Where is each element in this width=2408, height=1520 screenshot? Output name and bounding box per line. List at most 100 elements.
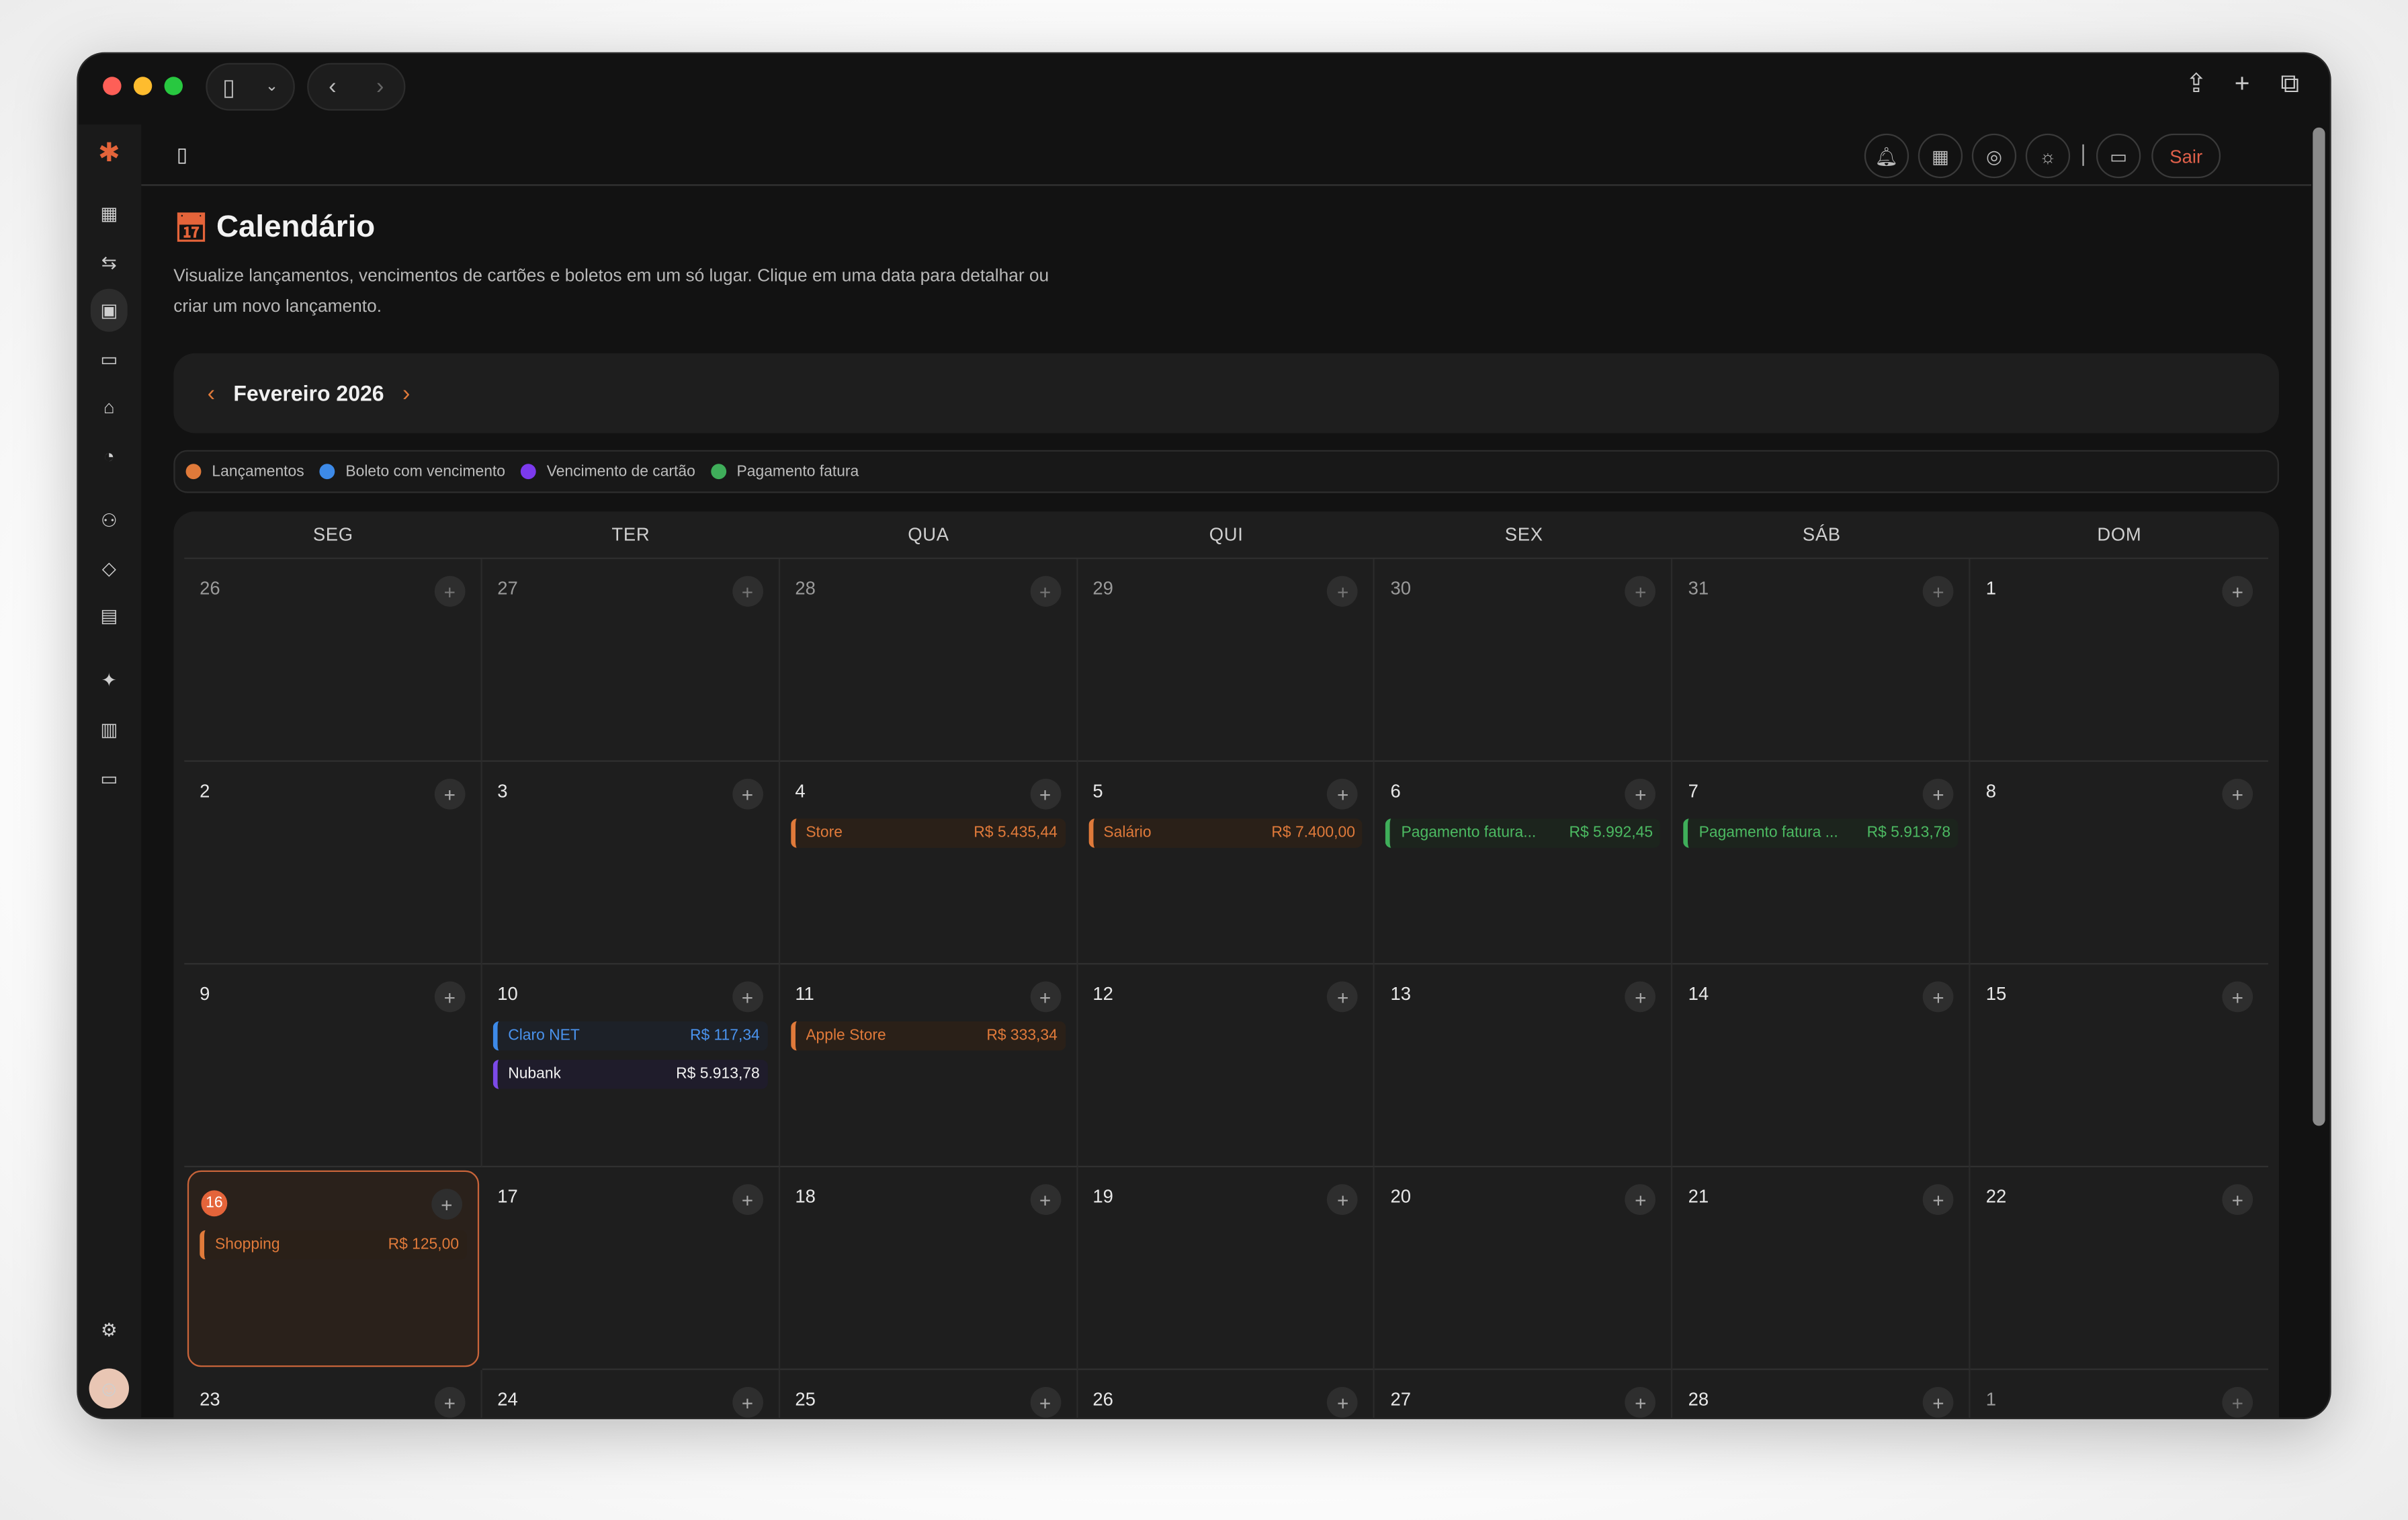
add-event-button[interactable]: +	[431, 1189, 462, 1220]
avatar[interactable]: ☺	[89, 1368, 129, 1408]
forward-button[interactable]: ›	[376, 73, 384, 100]
day-cell[interactable]: 17 +	[482, 1167, 780, 1370]
day-cell[interactable]: 28 +	[1673, 1369, 1971, 1418]
notifications-button[interactable]: 🔔︎	[1864, 133, 1909, 179]
sidebar-toggle-group[interactable]: ▯ ⌄	[206, 62, 295, 111]
previous-month-button[interactable]: ‹	[207, 380, 215, 407]
add-event-button[interactable]: +	[1923, 1184, 1954, 1215]
add-event-button[interactable]: +	[1923, 778, 1954, 810]
add-event-button[interactable]: +	[732, 1386, 763, 1418]
event-item[interactable]: Pagamento fatura... R$ 5.992,45	[1385, 818, 1661, 848]
day-cell[interactable]: 3 +	[482, 761, 780, 965]
day-cell[interactable]: 26 +	[1078, 1369, 1375, 1418]
add-event-button[interactable]: +	[1029, 778, 1061, 810]
add-event-button[interactable]: +	[2222, 1184, 2253, 1215]
day-cell[interactable]: 2 +	[184, 761, 482, 965]
close-window-button[interactable]	[103, 77, 122, 95]
add-event-button[interactable]: +	[1923, 1386, 1954, 1418]
next-month-button[interactable]: ›	[402, 380, 411, 407]
minimize-window-button[interactable]	[133, 77, 153, 95]
tag-icon[interactable]: ◇	[101, 557, 116, 579]
add-event-button[interactable]: +	[2222, 778, 2253, 810]
calculator-button[interactable]: ▦	[1918, 133, 1963, 179]
day-cell[interactable]: 14 +	[1672, 964, 1971, 1168]
bank-icon[interactable]: ⌂	[103, 396, 115, 418]
share-icon[interactable]: ⇪	[2185, 69, 2208, 99]
day-cell[interactable]: 26 +	[184, 558, 482, 762]
day-cell[interactable]: 28 +	[779, 558, 1078, 762]
day-cell[interactable]: 19 +	[1077, 1167, 1375, 1370]
day-cell[interactable]: 30 +	[1375, 558, 1673, 762]
day-cell[interactable]: 4 + Store R$ 5.435,44	[779, 761, 1078, 965]
add-event-button[interactable]: +	[1327, 778, 1359, 810]
add-event-button[interactable]: +	[732, 1184, 763, 1215]
users-icon[interactable]: ⚇	[100, 509, 118, 532]
day-cell[interactable]: 18 +	[779, 1167, 1078, 1370]
event-item[interactable]: Shopping R$ 125,00	[200, 1230, 467, 1260]
day-cell[interactable]: 7 + Pagamento fatura ... R$ 5.913,78	[1672, 761, 1971, 965]
privacy-button[interactable]: ◎	[1971, 133, 2017, 179]
feedback-button[interactable]: ▭	[2096, 133, 2141, 179]
event-item[interactable]: Store R$ 5.435,44	[790, 818, 1066, 848]
day-cell[interactable]: 23 +	[184, 1369, 482, 1418]
add-event-button[interactable]: +	[732, 981, 763, 1013]
day-cell[interactable]: 1 +	[1971, 1370, 2268, 1418]
add-event-button[interactable]: +	[1327, 981, 1359, 1013]
add-event-button[interactable]: +	[1625, 576, 1656, 607]
day-cell[interactable]: 29 +	[1077, 558, 1375, 762]
add-event-button[interactable]: +	[434, 981, 466, 1013]
event-item[interactable]: Salário R$ 7.400,00	[1088, 818, 1363, 848]
day-cell[interactable]: 11 + Apple Store R$ 333,34	[779, 964, 1078, 1168]
day-cell[interactable]: 1 +	[1970, 559, 2268, 762]
new-tab-icon[interactable]: +	[2234, 69, 2250, 99]
budget-icon[interactable]: ◔	[103, 445, 115, 467]
day-cell[interactable]: 10 + Claro NET R$ 117,34 Nubank R$ 5.913,78	[482, 964, 780, 1168]
day-cell[interactable]: 20 +	[1375, 1167, 1673, 1370]
add-event-button[interactable]: +	[1029, 981, 1061, 1013]
add-event-button[interactable]: +	[1029, 1386, 1061, 1418]
add-event-button[interactable]: +	[1625, 1184, 1656, 1215]
day-cell[interactable]: 13 +	[1375, 964, 1673, 1168]
add-event-button[interactable]: +	[434, 1386, 466, 1418]
day-cell-today[interactable]: 16 + Shopping R$ 125,00	[187, 1170, 479, 1367]
day-cell[interactable]: 15 +	[1970, 964, 2268, 1168]
theme-button[interactable]: ☼	[2025, 133, 2071, 179]
day-cell[interactable]: 27 +	[482, 558, 780, 762]
settings-icon[interactable]: ⚙	[100, 1319, 118, 1341]
scrollbar[interactable]	[2313, 127, 2325, 1126]
logo-icon[interactable]: ✱	[97, 138, 120, 168]
card-icon[interactable]: ▭	[100, 348, 118, 370]
event-item[interactable]: Apple Store R$ 333,34	[790, 1021, 1066, 1051]
day-cell[interactable]: 24 +	[482, 1369, 780, 1418]
calendar-icon[interactable]: ▣	[90, 288, 128, 332]
day-cell[interactable]: 12 +	[1077, 964, 1375, 1168]
event-item[interactable]: Pagamento fatura ... R$ 5.913,78	[1683, 818, 1959, 848]
add-event-button[interactable]: +	[1625, 1386, 1656, 1418]
add-event-button[interactable]: +	[1923, 981, 1954, 1013]
add-event-button[interactable]: +	[2222, 981, 2253, 1013]
add-event-button[interactable]: +	[732, 778, 763, 810]
day-cell[interactable]: 9 +	[184, 964, 482, 1168]
day-cell[interactable]: 8 +	[1970, 762, 2268, 965]
add-event-button[interactable]: +	[1923, 576, 1954, 607]
report-icon[interactable]: ▥	[100, 718, 118, 741]
event-item[interactable]: Nubank R$ 5.913,78	[492, 1060, 768, 1089]
panel-toggle-icon[interactable]: ▯	[176, 142, 188, 166]
maximize-window-button[interactable]	[164, 77, 183, 95]
add-event-button[interactable]: +	[1029, 576, 1061, 607]
day-cell[interactable]: 22 +	[1970, 1167, 2268, 1370]
logout-button[interactable]: Sair	[2151, 133, 2221, 179]
day-cell[interactable]: 5 + Salário R$ 7.400,00	[1077, 761, 1375, 965]
wallet-icon[interactable]: ▭	[100, 767, 118, 790]
clipboard-icon[interactable]: ▤	[100, 605, 118, 627]
dashboard-icon[interactable]: ▦	[100, 202, 118, 224]
add-event-button[interactable]: +	[1327, 1386, 1359, 1418]
add-event-button[interactable]: +	[1327, 1184, 1359, 1215]
sparkles-icon[interactable]: ✦	[101, 669, 117, 691]
add-event-button[interactable]: +	[1625, 981, 1656, 1013]
transfers-icon[interactable]: ⇆	[101, 251, 117, 273]
add-event-button[interactable]: +	[1625, 778, 1656, 810]
day-cell[interactable]: 27 +	[1375, 1369, 1673, 1418]
add-event-button[interactable]: +	[2222, 1386, 2253, 1418]
add-event-button[interactable]: +	[434, 778, 466, 810]
